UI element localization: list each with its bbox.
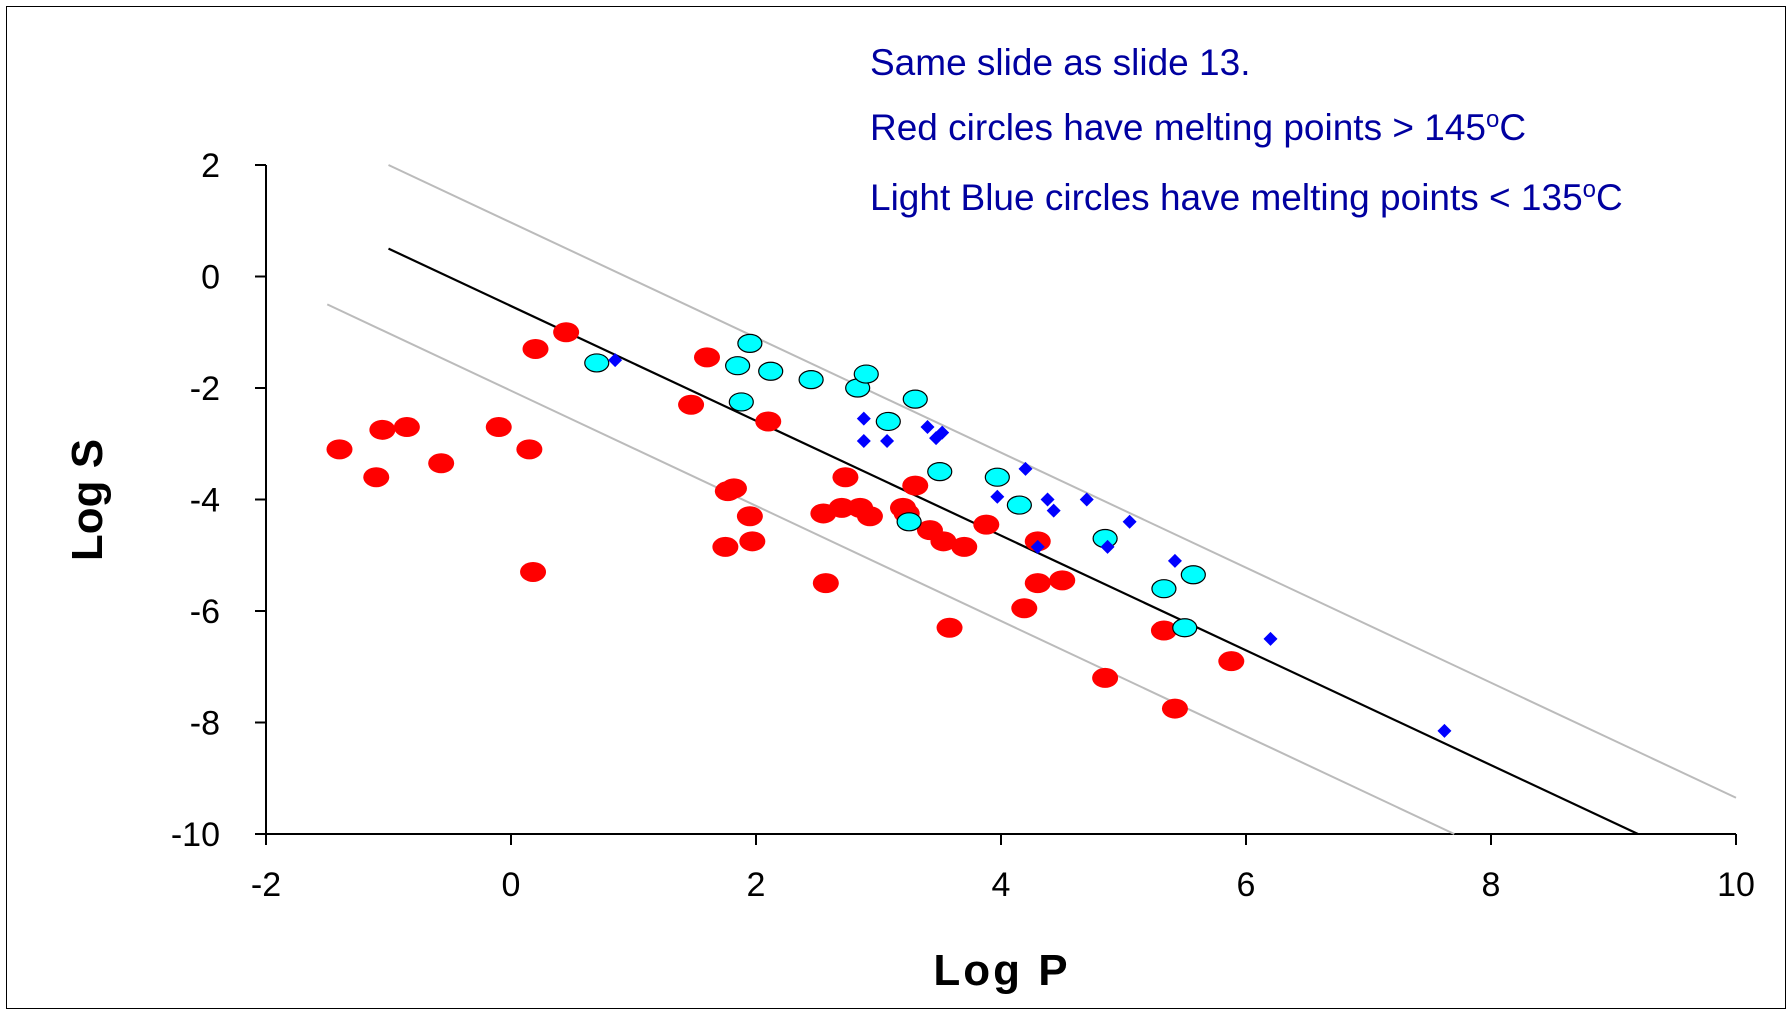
red-circle-point bbox=[1049, 570, 1076, 591]
cyan-circle-point bbox=[1151, 579, 1177, 599]
red-circle-point bbox=[832, 467, 859, 488]
x-tick-labels: -2 0 2 4 6 8 10 bbox=[251, 866, 1755, 904]
blue-diamond-point bbox=[1100, 539, 1115, 554]
red-circle-point bbox=[1024, 573, 1051, 594]
blue-diamond-point bbox=[1437, 723, 1452, 738]
x-tick-label: 0 bbox=[502, 866, 521, 904]
annotation-line: Red circles have melting points > 145oC bbox=[870, 106, 1526, 149]
confidence-band-line bbox=[388, 164, 1737, 799]
annotation-line: Light Blue circles have melting points <… bbox=[870, 176, 1623, 219]
data-points bbox=[326, 322, 1452, 738]
blue-diamond-point bbox=[1040, 492, 1055, 507]
cyan-circle-point bbox=[758, 361, 784, 381]
blue-diamond-point bbox=[1167, 553, 1182, 568]
y-tick-label: -4 bbox=[190, 482, 220, 520]
red-circle-point bbox=[720, 478, 747, 499]
blue-diamond-point bbox=[880, 433, 895, 448]
cyan-circle-point bbox=[728, 392, 754, 412]
red-circle-point bbox=[1150, 620, 1177, 641]
red-circle-point bbox=[369, 419, 396, 440]
red-circle-point bbox=[520, 561, 547, 582]
red-circle-point bbox=[1161, 698, 1188, 719]
blue-diamond-point bbox=[1122, 514, 1137, 529]
blue-diamond-point bbox=[608, 353, 623, 368]
red-circle-point bbox=[516, 439, 543, 460]
red-circle-point bbox=[951, 536, 978, 557]
blue-diamond-point bbox=[990, 489, 1005, 504]
red-circle-point bbox=[930, 531, 957, 552]
red-circle-point bbox=[485, 417, 512, 438]
cyan-circle-point bbox=[1172, 618, 1198, 638]
red-circle-point bbox=[522, 338, 549, 359]
red-circle-point bbox=[1011, 598, 1038, 619]
y-tick-label: -10 bbox=[171, 816, 220, 854]
cyan-circle-point bbox=[1006, 495, 1032, 515]
blue-diamond-point bbox=[1046, 503, 1061, 518]
regression-lines bbox=[326, 164, 1737, 835]
x-tick-label: 8 bbox=[1482, 866, 1501, 904]
y-tick-label: 2 bbox=[201, 147, 220, 185]
y-tick-label: -6 bbox=[190, 593, 220, 631]
confidence-band-line bbox=[326, 303, 1455, 835]
annotation-block: Same slide as slide 13. Red circles have … bbox=[870, 42, 1623, 218]
annotation-line: Same slide as slide 13. bbox=[870, 42, 1250, 83]
red-circle-point bbox=[856, 506, 883, 527]
x-tick-label: 4 bbox=[992, 866, 1011, 904]
red-circle-point bbox=[736, 506, 763, 527]
x-axis-title: Log P bbox=[933, 946, 1070, 995]
x-tick-label: 6 bbox=[1237, 866, 1256, 904]
y-tick-label: -2 bbox=[190, 370, 220, 408]
x-tick-label: 10 bbox=[1717, 866, 1755, 904]
red-circle-point bbox=[694, 347, 720, 368]
tick-marks bbox=[255, 164, 1737, 845]
cyan-circle-point bbox=[798, 370, 824, 390]
y-tick-label: -8 bbox=[190, 705, 220, 743]
red-circle-point bbox=[326, 439, 353, 460]
cyan-circle-point bbox=[875, 411, 901, 432]
blue-diamond-point bbox=[920, 420, 935, 435]
y-tick-labels: 2 0 -2 -4 -6 -8 -10 bbox=[171, 147, 220, 854]
cyan-circle-point bbox=[902, 389, 928, 409]
blue-diamond-point bbox=[856, 433, 871, 448]
blue-diamond-point bbox=[1030, 539, 1045, 554]
red-circle-point bbox=[1218, 651, 1245, 672]
cyan-circle-point bbox=[896, 512, 922, 532]
red-circle-point bbox=[393, 417, 420, 438]
red-circle-point bbox=[363, 467, 390, 488]
cyan-circle-point bbox=[725, 356, 751, 376]
x-tick-label: 2 bbox=[747, 866, 766, 904]
cyan-circle-point bbox=[853, 364, 879, 384]
red-circle-point bbox=[936, 617, 963, 638]
cyan-circle-point bbox=[927, 462, 953, 482]
red-circle-point bbox=[1092, 667, 1119, 688]
red-circle-point bbox=[812, 573, 839, 594]
blue-diamond-point bbox=[1263, 631, 1278, 646]
blue-diamond-point bbox=[935, 425, 950, 440]
x-tick-label: -2 bbox=[251, 866, 281, 904]
regression-line bbox=[388, 247, 1639, 835]
red-circle-point bbox=[739, 531, 766, 552]
y-tick-label: 0 bbox=[201, 259, 220, 297]
red-circle-point bbox=[678, 394, 705, 415]
red-circle-point bbox=[712, 536, 739, 557]
red-circle-point bbox=[428, 453, 455, 474]
y-axis-title: Log S bbox=[63, 439, 112, 561]
blue-diamond-point bbox=[856, 411, 871, 426]
cyan-circle-point bbox=[584, 353, 610, 373]
red-circle-point bbox=[973, 514, 1000, 535]
cyan-circle-point bbox=[737, 333, 763, 353]
red-circle-point bbox=[553, 322, 580, 343]
red-circle-point bbox=[755, 411, 782, 432]
red-circle-point bbox=[902, 475, 929, 496]
red-circle-point bbox=[828, 497, 855, 518]
blue-diamond-point bbox=[1018, 461, 1033, 476]
cyan-circle-point bbox=[1180, 565, 1206, 585]
cyan-circle-point bbox=[984, 467, 1010, 487]
blue-diamond-point bbox=[1079, 492, 1094, 507]
